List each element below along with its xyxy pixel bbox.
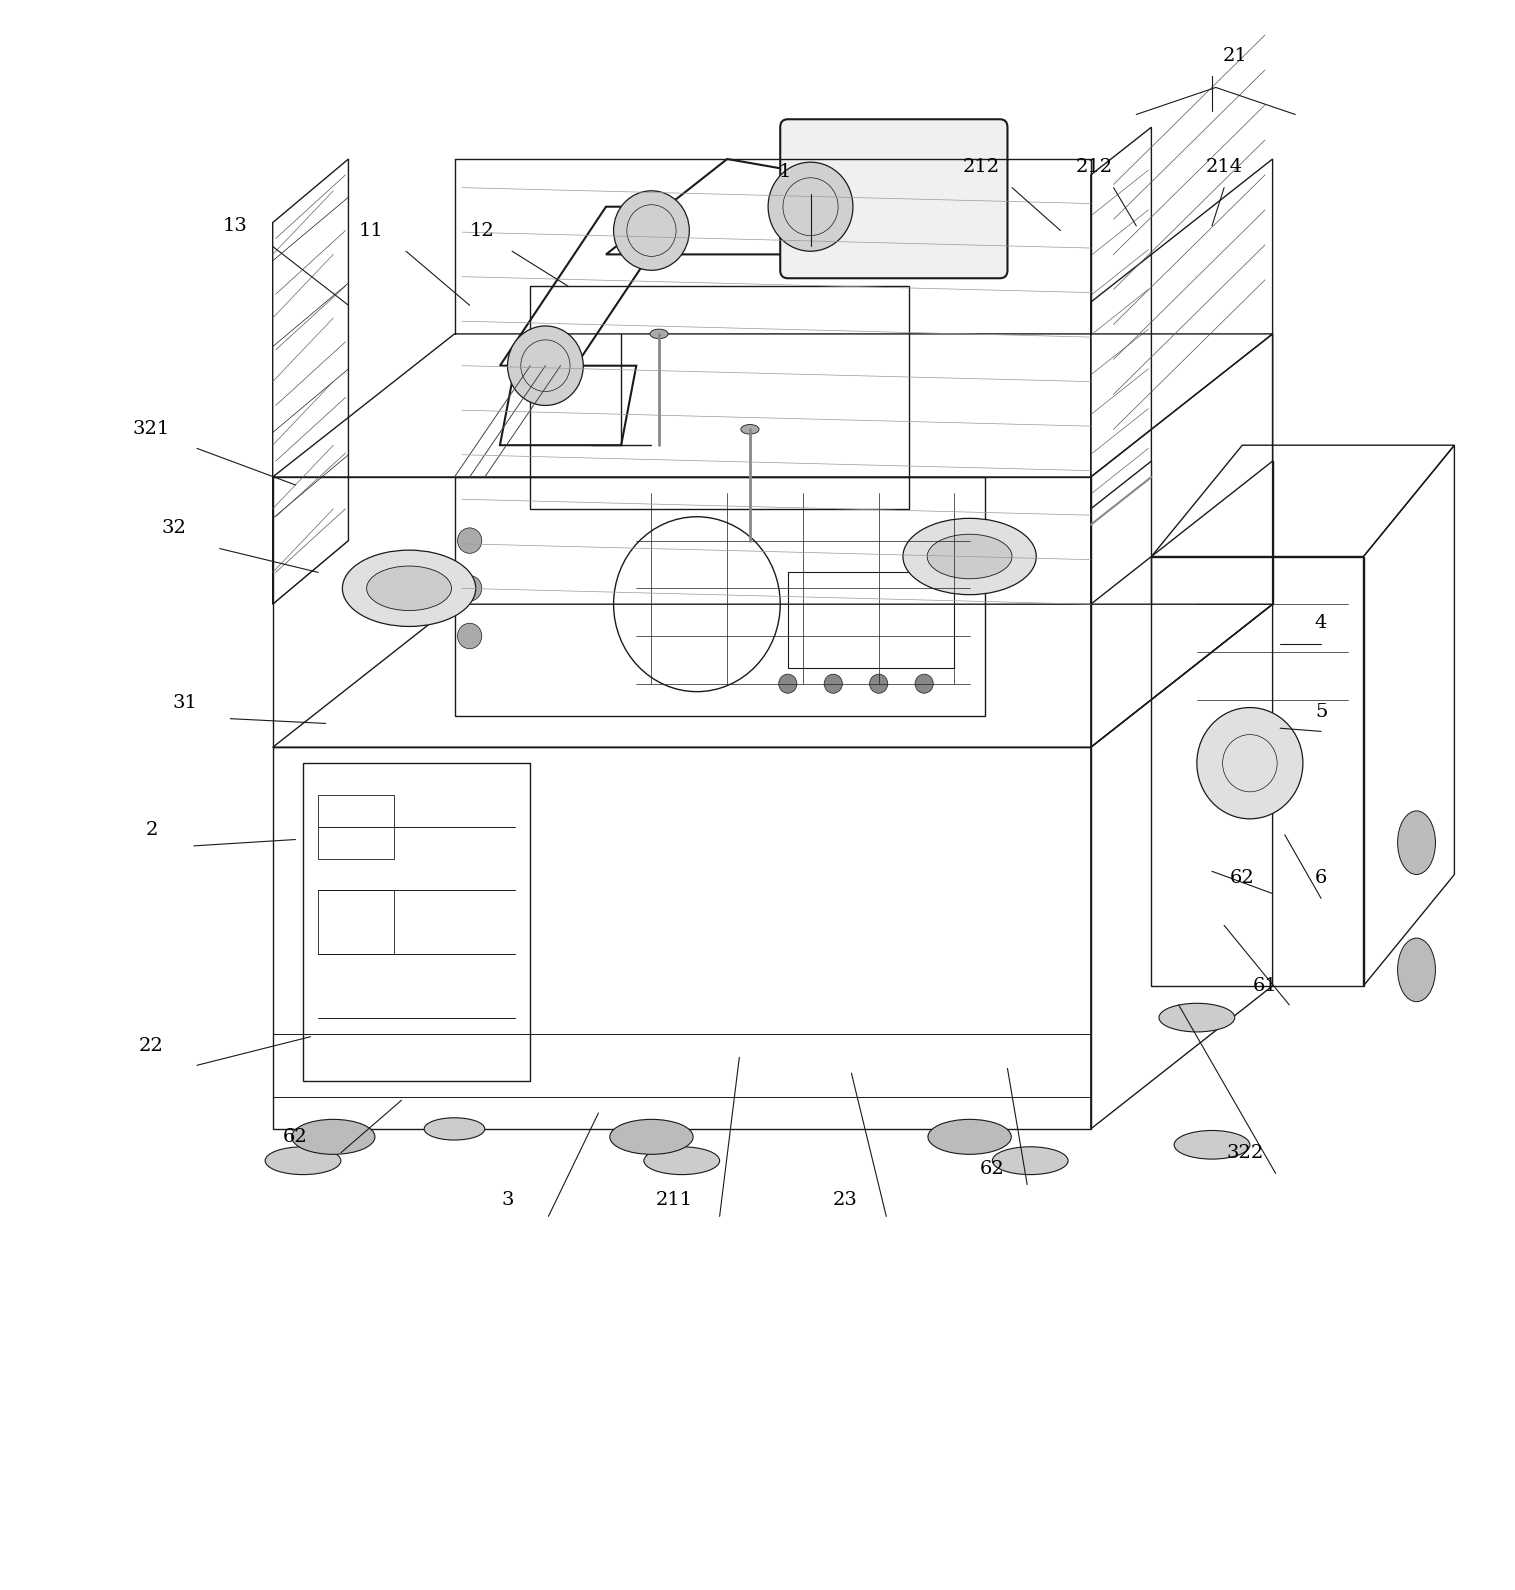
Text: 22: 22: [139, 1037, 164, 1056]
Text: 321: 321: [133, 420, 170, 439]
Ellipse shape: [992, 1146, 1068, 1175]
Circle shape: [824, 674, 842, 693]
Circle shape: [508, 326, 583, 405]
Ellipse shape: [291, 1119, 376, 1154]
Text: 62: 62: [980, 1159, 1004, 1178]
Text: 211: 211: [656, 1191, 692, 1210]
Text: 6: 6: [1315, 868, 1327, 887]
Text: 5: 5: [1315, 703, 1327, 722]
Ellipse shape: [741, 425, 759, 434]
Text: 322: 322: [1227, 1143, 1264, 1162]
Ellipse shape: [927, 534, 1012, 579]
Ellipse shape: [265, 1146, 341, 1175]
Ellipse shape: [927, 1119, 1012, 1154]
Text: 3: 3: [501, 1191, 514, 1210]
Ellipse shape: [1174, 1130, 1250, 1159]
Ellipse shape: [367, 566, 451, 611]
Ellipse shape: [342, 550, 476, 626]
Circle shape: [915, 674, 933, 693]
Text: 12: 12: [470, 221, 494, 240]
Text: 23: 23: [833, 1191, 857, 1210]
Text: 11: 11: [359, 221, 383, 240]
Circle shape: [779, 674, 797, 693]
Text: 62: 62: [283, 1127, 308, 1146]
Circle shape: [768, 162, 853, 251]
Text: 32: 32: [162, 518, 186, 537]
Text: 61: 61: [1253, 976, 1277, 995]
Text: 1: 1: [779, 162, 791, 181]
Text: 31: 31: [173, 693, 197, 712]
Ellipse shape: [424, 1118, 485, 1140]
Ellipse shape: [609, 1119, 694, 1154]
Circle shape: [1197, 708, 1303, 819]
Circle shape: [870, 674, 888, 693]
FancyBboxPatch shape: [780, 119, 1007, 278]
Ellipse shape: [903, 518, 1036, 595]
Ellipse shape: [650, 329, 668, 339]
Text: 13: 13: [223, 216, 247, 235]
Text: 21: 21: [1223, 46, 1247, 65]
Ellipse shape: [644, 1146, 720, 1175]
Ellipse shape: [1398, 811, 1436, 874]
Text: 214: 214: [1206, 157, 1242, 176]
Circle shape: [458, 623, 482, 649]
Circle shape: [458, 576, 482, 601]
Text: 62: 62: [1230, 868, 1254, 887]
Ellipse shape: [1159, 1003, 1235, 1032]
Circle shape: [458, 528, 482, 553]
Circle shape: [614, 191, 689, 270]
Text: 4: 4: [1315, 614, 1327, 633]
Text: 212: 212: [1076, 157, 1112, 176]
Ellipse shape: [1398, 938, 1436, 1002]
Text: 2: 2: [145, 820, 158, 840]
Text: 212: 212: [964, 157, 1000, 176]
